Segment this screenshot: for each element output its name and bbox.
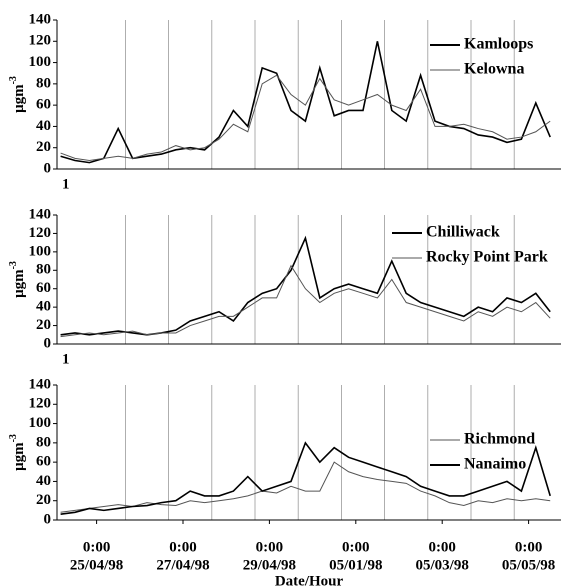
y-axis-label: μgm-3 [8, 261, 27, 298]
data-line [60, 235, 551, 336]
y-tick-label: 0 [44, 160, 52, 176]
x-tick-label: 27/04/98 [156, 557, 209, 573]
y-tick-label: 120 [29, 33, 52, 49]
y-tick-label: 40 [36, 299, 51, 315]
x-tick-label: 0:00 [342, 539, 370, 555]
x-tick-label: 0:00 [515, 539, 543, 555]
annotation: 1 [62, 351, 70, 367]
y-tick-label: 60 [36, 97, 51, 113]
y-axis-label-exponent: -3 [8, 261, 19, 269]
x-tick-label: 0:00 [256, 539, 284, 555]
data-line [60, 441, 551, 516]
y-axis-label: μgm-3 [8, 434, 27, 471]
y-tick-label: 0 [44, 335, 52, 351]
y-tick-label: 100 [29, 243, 52, 259]
y-tick-label: 100 [29, 415, 52, 431]
y-tick-label: 140 [29, 206, 52, 222]
y-tick-label: 120 [29, 225, 52, 241]
y-tick-label: 120 [29, 396, 52, 412]
x-tick-label: 25/04/98 [70, 557, 123, 573]
legend-label: Nanaimo [464, 456, 526, 473]
y-tick-label: 40 [36, 473, 51, 489]
y-axis-label-exponent: -3 [8, 76, 19, 84]
y-axis-label: μgm-3 [8, 76, 27, 113]
y-axis-label-exponent: -3 [8, 434, 19, 442]
annotation: 1 [62, 176, 70, 192]
x-tick-label: 29/04/98 [243, 557, 296, 573]
legend-label: Kamloops [464, 36, 533, 53]
x-tick-label: 05/03/98 [416, 557, 469, 573]
y-tick-label: 140 [29, 376, 52, 392]
data-line [60, 41, 551, 164]
x-tick-label: 0:00 [169, 539, 197, 555]
y-axis-label-unit: μgm [11, 442, 27, 471]
legend-label: Rocky Point Park [426, 249, 548, 266]
data-line [60, 461, 551, 513]
data-line [60, 264, 551, 338]
x-axis-label: Date/Hour [275, 573, 344, 588]
y-tick-label: 60 [36, 454, 51, 470]
legend-label: Chilliwack [426, 224, 500, 241]
y-tick-label: 40 [36, 118, 51, 134]
x-tick-label: 05/01/98 [329, 557, 382, 573]
y-tick-label: 0 [44, 511, 52, 527]
y-tick-label: 140 [29, 11, 52, 27]
x-tick-label: 0:00 [428, 539, 456, 555]
y-tick-label: 80 [36, 262, 51, 278]
data-line [60, 74, 551, 161]
y-tick-label: 60 [36, 280, 51, 296]
y-tick-label: 20 [36, 317, 51, 333]
y-tick-label: 20 [36, 139, 51, 155]
y-tick-label: 20 [36, 492, 51, 508]
y-axis-label-unit: μgm [11, 269, 27, 298]
y-tick-label: 80 [36, 434, 51, 450]
y-tick-label: 100 [29, 54, 52, 70]
x-tick-label: 05/05/98 [502, 557, 555, 573]
y-axis-label-unit: μgm [11, 84, 27, 113]
y-tick-label: 80 [36, 75, 51, 91]
legend-label: Richmond [464, 431, 535, 448]
x-tick-label: 0:00 [83, 539, 111, 555]
legend-label: Kelowna [464, 61, 524, 78]
